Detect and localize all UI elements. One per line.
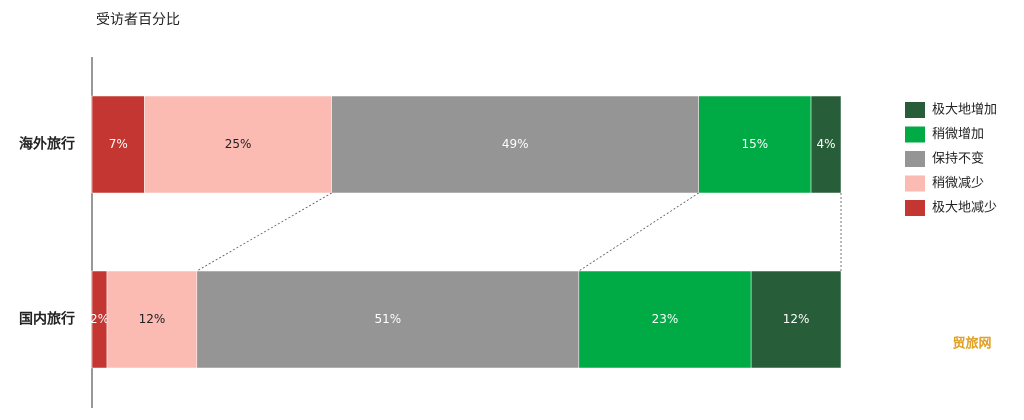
legend-label: 稍微增加 (932, 127, 984, 142)
legend-label: 稍微减少 (932, 176, 984, 191)
bar-segment (810, 95, 842, 194)
legend-label: 极大地减少 (932, 201, 997, 216)
watermark: 贸旅网 (952, 336, 991, 352)
bar-segment (91, 95, 145, 194)
connector-line (578, 192, 699, 272)
value-label: 12% (783, 312, 810, 326)
value-label: 15% (742, 137, 769, 151)
value-label: 2% (90, 312, 109, 326)
legend-swatch (905, 175, 925, 192)
legend-swatch (905, 151, 925, 167)
bar-segment (698, 95, 812, 194)
chart-title: 受访者百分比 (96, 12, 180, 28)
value-label: 51% (375, 312, 402, 326)
value-label: 49% (502, 137, 529, 151)
value-label: 25% (225, 137, 252, 151)
value-label: 4% (816, 137, 835, 151)
bar-segment (750, 270, 842, 369)
category-label: 海外旅行 (19, 136, 75, 153)
category-label: 国内旅行 (19, 311, 75, 328)
value-label: 23% (652, 312, 679, 326)
legend-swatch (905, 126, 925, 143)
bar-segment (196, 270, 580, 369)
bar-segment (106, 270, 198, 369)
connector-line (196, 192, 332, 272)
legend-label: 极大地增加 (932, 103, 997, 118)
value-label: 12% (139, 312, 166, 326)
legend-swatch (905, 200, 925, 216)
legend-label: 保持不变 (932, 151, 984, 167)
legend-swatch (905, 102, 925, 118)
bar-segment (144, 95, 332, 194)
value-label: 7% (109, 137, 128, 151)
bar-segment (331, 95, 699, 194)
